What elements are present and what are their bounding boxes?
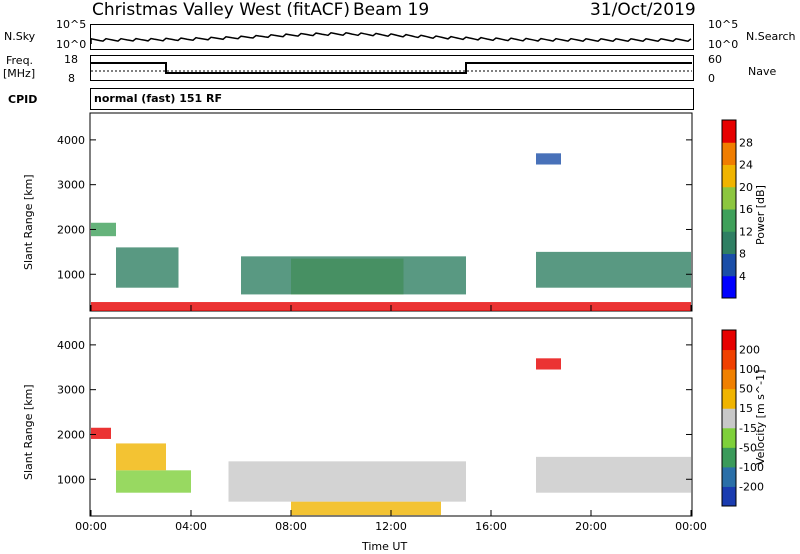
colorbar-cell-0-5 xyxy=(722,164,736,188)
cpid-value: normal (fast) 151 RF xyxy=(94,92,222,105)
cb-tick-1-7: -200 xyxy=(739,480,764,493)
cb-tick-1-5: -50 xyxy=(739,441,757,454)
ytick-label-0-1: 2000 xyxy=(57,223,85,236)
colorbar-cell-0-2 xyxy=(722,231,736,254)
echo-region-1-2 xyxy=(116,443,166,471)
ytick-label-0-0: 1000 xyxy=(57,268,85,281)
nsky-label: N.Sky xyxy=(4,30,36,43)
date-label: 31/Oct/2019 xyxy=(590,0,696,20)
ytick-label-1-1: 2000 xyxy=(57,428,85,441)
colorbar-cell-1-1 xyxy=(722,466,736,487)
colorbar-cell-0-0 xyxy=(722,275,736,299)
cb-tick-0-0: 4 xyxy=(739,270,746,283)
x-axis-title: Time UT xyxy=(362,540,408,553)
velocity-colorbar-label: Velocity [m s^-1] xyxy=(754,369,767,465)
cb-tick-0-5: 24 xyxy=(739,159,753,172)
cb-tick-0-4: 20 xyxy=(739,181,753,194)
colorbar-cell-1-4 xyxy=(722,408,736,429)
colorbar-cell-0-4 xyxy=(722,186,736,210)
freq-tick-18: 18 xyxy=(64,53,78,66)
echo-region-0-1 xyxy=(116,247,179,288)
ytick-label-0-2: 3000 xyxy=(57,179,85,192)
cb-tick-1-4: -15 xyxy=(739,422,757,435)
freq-trace xyxy=(91,62,692,74)
colorbar-cell-1-2 xyxy=(722,447,736,468)
xtick-label-0: 00:00 xyxy=(75,520,107,533)
noise-tick-bottom-right: 10^0 xyxy=(708,38,739,51)
ytick-label-1-0: 1000 xyxy=(57,473,85,486)
cb-tick-1-2: 50 xyxy=(739,383,753,396)
colorbar-cell-1-0 xyxy=(722,486,736,507)
xtick-label-4: 16:00 xyxy=(475,520,507,533)
echo-region-0-6 xyxy=(536,153,561,165)
colorbar-cell-0-1 xyxy=(722,253,736,277)
xtick-label-3: 12:00 xyxy=(375,520,407,533)
colorbar-cell-0-6 xyxy=(722,142,736,165)
cb-tick-0-6: 28 xyxy=(739,136,753,149)
cpid-label: CPID xyxy=(8,93,38,106)
echo-region-1-5 xyxy=(536,456,691,493)
echo-region-0-4 xyxy=(536,251,691,288)
freq-panel xyxy=(90,55,694,81)
colorbar-cell-0-7 xyxy=(722,120,736,143)
colorbar-cell-1-8 xyxy=(722,330,736,351)
nave-tick-0: 0 xyxy=(708,72,715,85)
freq-label: Freq. xyxy=(6,54,34,67)
beam-label: Beam 19 xyxy=(353,0,430,20)
colorbar-cell-1-5 xyxy=(722,388,736,409)
echo-region-1-3 xyxy=(228,461,466,502)
echo-region-1-1 xyxy=(116,470,191,493)
freq-unit-label: [MHz] xyxy=(3,67,36,80)
colorbar-cell-1-3 xyxy=(722,427,736,448)
nave-label: Nave xyxy=(748,65,777,78)
echo-region-1-0 xyxy=(91,427,111,439)
ytick-label-1-3: 4000 xyxy=(57,339,85,352)
colorbar-cell-1-6 xyxy=(722,369,736,390)
nsearch-label: N.Search xyxy=(746,30,796,43)
xtick-label-6: 00:00 xyxy=(675,520,707,533)
velocity-ylabel: Slant Range [km] xyxy=(22,384,35,480)
echo-region-0-3 xyxy=(241,256,466,295)
site-title: Christmas Valley West (fitACF) xyxy=(92,0,351,20)
colorbar-cell-0-3 xyxy=(722,209,736,232)
xtick-label-5: 20:00 xyxy=(575,520,607,533)
cb-tick-0-2: 12 xyxy=(739,225,753,238)
freq-tick-8: 8 xyxy=(68,72,75,85)
cb-tick-1-3: 15 xyxy=(739,402,753,415)
noise-trace xyxy=(90,31,692,44)
colorbar-frame-0 xyxy=(721,119,737,299)
cb-tick-1-6: -100 xyxy=(739,461,764,474)
cpid-panel xyxy=(90,88,694,110)
ytick-label-1-2: 3000 xyxy=(57,384,85,397)
cb-tick-0-1: 8 xyxy=(739,248,746,261)
echo-region-1-6 xyxy=(536,358,561,370)
power-ylabel: Slant Range [km] xyxy=(22,174,35,270)
ytick-label-0-3: 4000 xyxy=(57,134,85,147)
noise-tick-top-right: 10^5 xyxy=(708,18,739,31)
cb-tick-1-0: 200 xyxy=(739,344,760,357)
colorbar-cell-1-7 xyxy=(722,349,736,370)
cb-tick-0-3: 16 xyxy=(739,203,753,216)
cb-tick-1-1: 100 xyxy=(739,363,760,376)
xtick-label-2: 08:00 xyxy=(275,520,307,533)
echo-region-0-0 xyxy=(91,222,116,237)
colorbar-frame-1 xyxy=(721,329,737,507)
power-colorbar-label: Power [dB] xyxy=(754,185,767,245)
noise-tick-top-left: 10^5 xyxy=(56,18,87,31)
xtick-label-1: 04:00 xyxy=(175,520,207,533)
noise-tick-bottom-left: 10^0 xyxy=(56,38,87,51)
noise-panel xyxy=(90,24,694,50)
nave-tick-60: 60 xyxy=(708,53,722,66)
echo-region-1-4 xyxy=(291,501,441,516)
